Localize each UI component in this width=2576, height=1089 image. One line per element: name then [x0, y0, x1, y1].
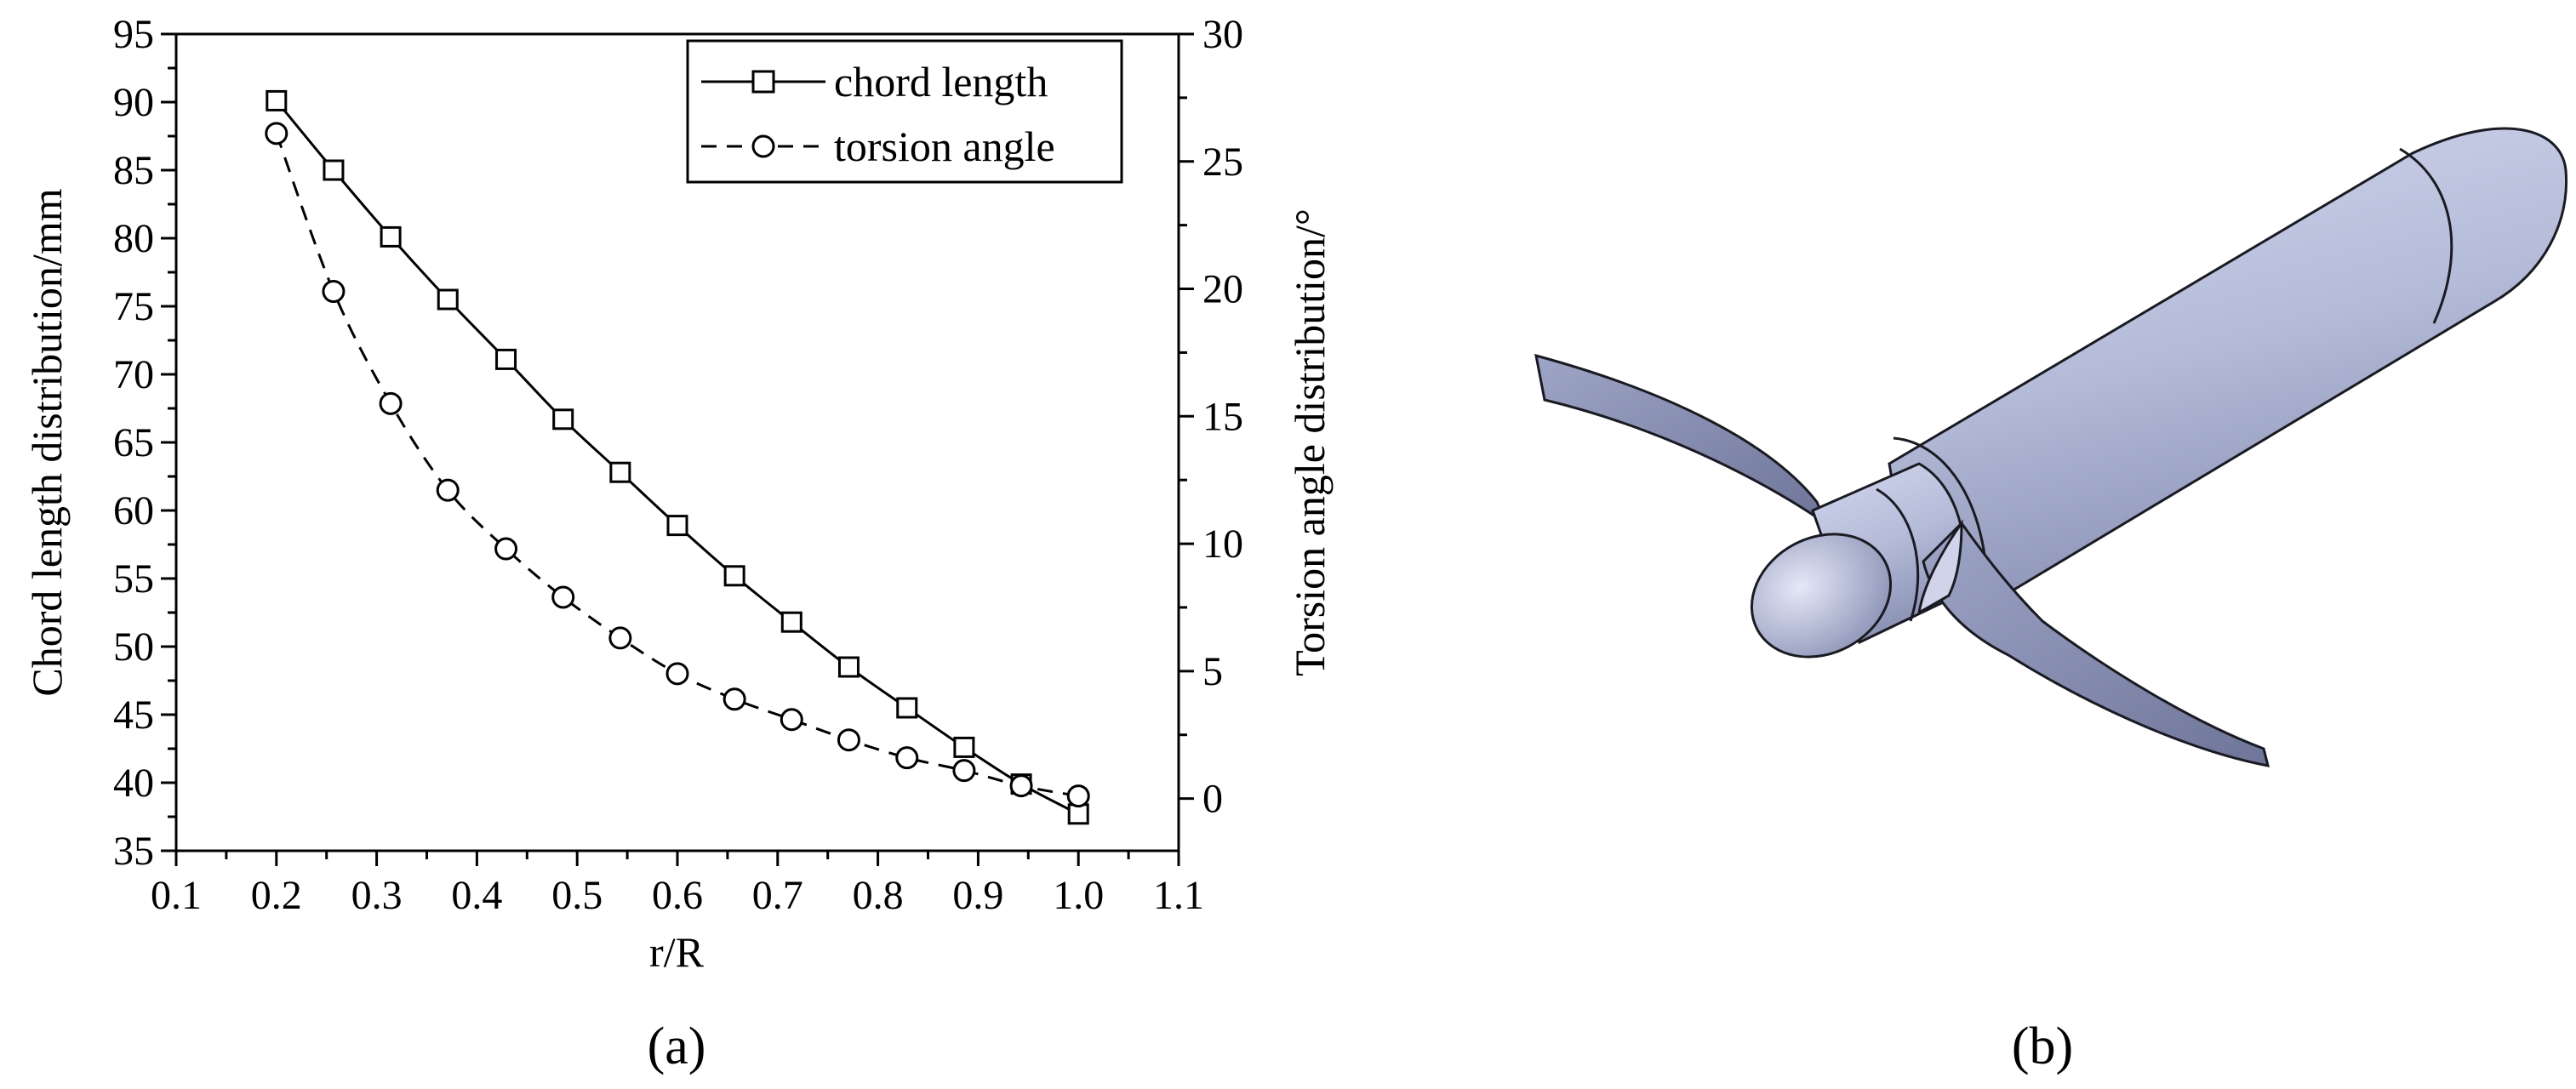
data-point-chord-length [495, 348, 517, 370]
data-point-chord-length [780, 611, 803, 633]
x-tick-label: 0.8 [853, 873, 904, 918]
data-point-chord-length [552, 408, 574, 430]
panel-label-b: (b) [2012, 1018, 2073, 1075]
main-body [1888, 127, 2568, 610]
data-point-torsion-angle [665, 662, 689, 686]
x-tick-label: 0.6 [652, 873, 703, 918]
data-point-chord-length [323, 159, 345, 181]
data-point-chord-length [380, 225, 402, 248]
data-point-chord-length [896, 697, 918, 719]
data-point-chord-length [266, 89, 288, 111]
left-y-tick-label: 75 [113, 284, 154, 329]
data-point-chord-length [609, 461, 631, 483]
x-tick-label: 1.0 [1053, 873, 1104, 918]
left-y-tick-label: 60 [113, 488, 154, 533]
legend-marker-circle [751, 134, 775, 158]
right-y-tick-label: 20 [1202, 267, 1243, 312]
data-point-torsion-angle [952, 759, 976, 783]
upper-blade [1534, 353, 1829, 527]
left-y-tick-label: 55 [113, 556, 154, 602]
data-point-torsion-angle [1009, 774, 1033, 798]
legend-label-torsion-angle: torsion angle [834, 123, 1055, 170]
data-point-chord-length [666, 515, 688, 537]
hub-seam [1876, 487, 1920, 622]
lower-blade-root [1916, 519, 1963, 615]
right-y-tick-label: 0 [1202, 777, 1223, 822]
data-point-torsion-angle [494, 537, 518, 561]
left-y-tick-label: 35 [113, 829, 154, 874]
x-tick-label: 0.2 [251, 873, 302, 918]
data-point-torsion-angle [379, 391, 403, 415]
right-y-tick-label: 30 [1202, 12, 1243, 57]
legend-marker-square [751, 70, 775, 94]
data-point-torsion-angle [436, 478, 460, 502]
data-point-torsion-angle [265, 122, 288, 145]
legend-label-chord-length: chord length [834, 58, 1048, 105]
x-axis-ticks: 0.1 0.2 0.3 0.4 0.5 0.6 0.7 0.8 0.9 1.0 1.1 [151, 851, 1204, 918]
panel-label-a: (a) [648, 1018, 706, 1075]
x-tick-label: 0.1 [151, 873, 202, 918]
left-y-tick-label: 65 [113, 420, 154, 465]
right-y-axis-ticks: 0 5 10 15 20 25 30 [1179, 12, 1243, 822]
right-y-tick-label: 5 [1202, 649, 1223, 694]
legend: chord length torsion angle [686, 39, 1123, 184]
nose-cone [1750, 533, 1893, 659]
right-y-tick-label: 10 [1202, 522, 1243, 567]
left-y-tick-label: 70 [113, 352, 154, 397]
right-y-tick-label: 15 [1202, 394, 1243, 439]
data-point-chord-length [953, 736, 975, 758]
data-point-torsion-angle [895, 746, 919, 770]
data-point-torsion-angle [1066, 784, 1090, 808]
left-y-tick-label: 85 [113, 148, 154, 193]
legend-box [686, 39, 1123, 184]
data-point-torsion-angle [780, 708, 803, 732]
x-tick-label: 1.1 [1153, 873, 1204, 918]
series-layer [265, 89, 1090, 825]
left-y-tick-label: 80 [113, 216, 154, 261]
right-y-axis-title: Torsion angle distribution/° [1286, 208, 1334, 676]
left-y-axis-ticks: 35 40 45 50 55 60 65 70 75 80 85 90 95 [113, 12, 176, 874]
line-chart: 0.1 0.2 0.3 0.4 0.5 0.6 0.7 0.8 0.9 1.0 1.1 35 40 45… [23, 12, 1334, 1075]
left-y-tick-label: 40 [113, 761, 154, 806]
rear-cap-seam [2399, 147, 2453, 324]
data-point-torsion-angle [837, 728, 860, 752]
data-point-chord-length [723, 565, 745, 587]
x-tick-label: 0.9 [952, 873, 1003, 918]
lower-blade [1922, 521, 2270, 767]
data-point-torsion-angle [608, 626, 632, 650]
left-y-tick-label: 90 [113, 80, 154, 125]
x-axis-title: r/R [649, 928, 705, 976]
series-line-torsion-angle [275, 133, 1079, 798]
x-tick-label: 0.4 [451, 873, 502, 918]
data-point-torsion-angle [723, 687, 746, 711]
x-tick-label: 0.7 [752, 873, 803, 918]
left-y-tick-label: 95 [113, 12, 154, 57]
left-y-axis-title: Chord length distribution/mm [23, 188, 71, 696]
right-y-tick-label: 25 [1202, 140, 1243, 185]
left-y-tick-label: 45 [113, 693, 154, 738]
series-line-chord-length [275, 100, 1079, 816]
data-point-chord-length [837, 656, 860, 678]
data-point-torsion-angle [551, 585, 575, 609]
data-point-chord-length [437, 288, 459, 311]
data-point-torsion-angle [322, 280, 346, 304]
turbine-model-illustration: (b) [1534, 127, 2568, 1075]
x-tick-label: 0.3 [351, 873, 403, 918]
x-tick-label: 0.5 [551, 873, 603, 918]
left-y-tick-label: 50 [113, 624, 154, 670]
